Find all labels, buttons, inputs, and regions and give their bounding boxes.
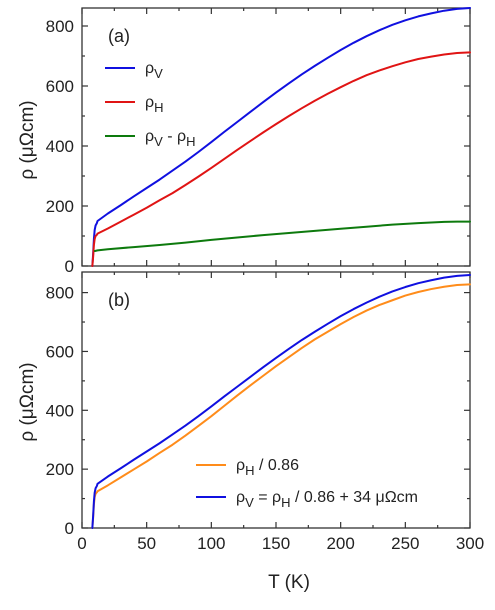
y-tick-label: 0 — [65, 257, 74, 276]
legend-label: ρV — [145, 60, 163, 81]
panel-label: (b) — [108, 290, 130, 310]
x-axis-title: T (K) — [268, 572, 310, 593]
y-tick-label: 600 — [46, 77, 74, 96]
y-tick-label: 200 — [46, 197, 74, 216]
legend-label: ρV = ρH / 0.86 + 34 μΩcm — [236, 489, 418, 510]
series-line-a-3 — [93, 220, 471, 252]
y-tick-label: 0 — [65, 519, 74, 538]
y-tick-label: 200 — [46, 460, 74, 479]
x-tick-label: 300 — [456, 534, 484, 553]
legend-label: ρH / 0.86 — [236, 457, 299, 478]
legend-label: ρV - ρH — [145, 128, 196, 149]
legend: ρV ρH ρV - ρH — [105, 60, 196, 149]
y-tick-label: 800 — [46, 17, 74, 36]
x-tick-label: 250 — [391, 534, 419, 553]
x-tick-label: 200 — [326, 534, 354, 553]
x-tick-label: 50 — [137, 534, 156, 553]
panel-label: (a) — [108, 26, 130, 46]
x-tick-label: 150 — [262, 534, 290, 553]
y-tick-label: 400 — [46, 401, 74, 420]
series-line-a-1 — [91, 7, 471, 267]
y-tick-label: 800 — [46, 284, 74, 303]
y-axis-title-panel-b: ρ (μΩcm) — [17, 362, 38, 441]
panel-a: 0 200 400 600 800 (a) ρV ρH ρV - ρH — [46, 7, 471, 276]
y-tick-label: 600 — [46, 342, 74, 361]
legend-label: ρH — [145, 94, 164, 115]
series-line-b-2 — [91, 273, 471, 529]
x-tick-label: 0 — [77, 534, 86, 553]
legend: ρH / 0.86 ρV = ρH / 0.86 + 34 μΩcm — [196, 457, 418, 510]
series-line-a-2 — [91, 51, 471, 267]
x-tick-label: 100 — [197, 534, 225, 553]
series-line-b-1 — [91, 283, 471, 529]
y-axis-title-panel-a: ρ (μΩcm) — [17, 100, 38, 179]
y-tick-label: 400 — [46, 137, 74, 156]
plot-frame — [81, 7, 471, 267]
panel-b: 0 50 100 150 200 250 300 0 200 400 600 800 (b) ρH / 0… — [46, 271, 484, 553]
